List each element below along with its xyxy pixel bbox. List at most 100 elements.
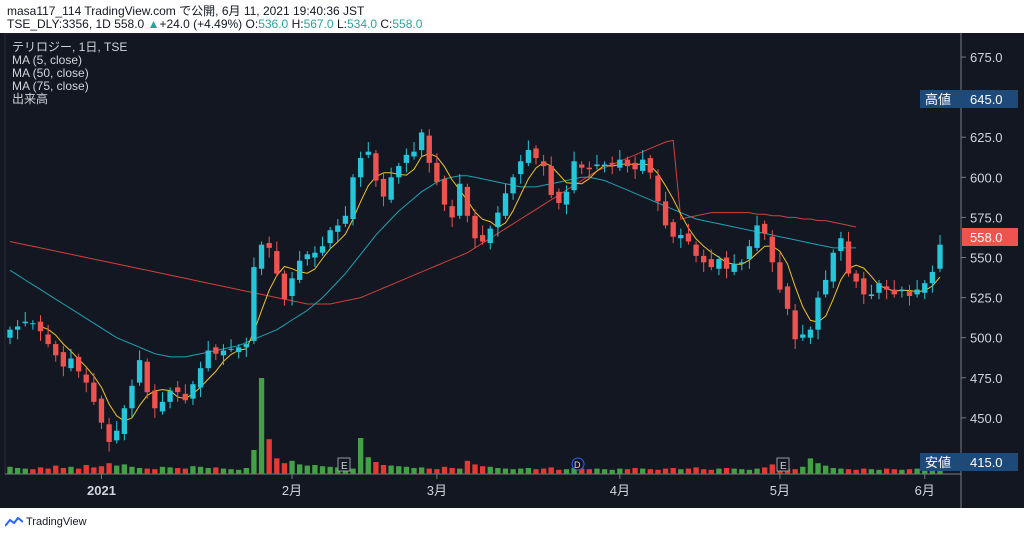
candle-body[interactable] [479,235,486,242]
candle-body[interactable] [213,347,219,354]
candle-body[interactable] [495,212,501,228]
candle-body[interactable] [929,271,936,284]
candle-body[interactable] [297,260,303,280]
candle-body[interactable] [792,310,798,340]
candle-body[interactable] [685,233,692,242]
candle-body[interactable] [251,267,257,341]
candle-body[interactable] [914,289,920,295]
candle-body[interactable] [701,255,707,263]
candle-body[interactable] [335,225,341,232]
candle-body[interactable] [594,164,600,167]
candle-body[interactable] [518,161,524,175]
candle-body[interactable] [716,259,722,269]
candle-body[interactable] [327,230,333,244]
candle-body[interactable] [899,289,905,292]
candle-body[interactable] [510,177,516,194]
candle-body[interactable] [75,356,82,372]
candle-body[interactable] [53,344,59,356]
candle-body[interactable] [906,291,913,296]
candle-body[interactable] [822,279,829,295]
candle-body[interactable] [37,321,44,332]
candle-body[interactable] [319,246,326,253]
candle-body[interactable] [586,167,593,170]
candle-body[interactable] [418,132,425,151]
candle-body[interactable] [129,385,135,409]
candle-body[interactable] [807,329,814,338]
candle-body[interactable] [571,161,577,191]
candle-body[interactable] [502,193,509,216]
candle-body[interactable] [617,159,623,168]
candle-body[interactable] [861,278,867,295]
candle-body[interactable] [83,374,89,383]
candle-body[interactable] [304,254,310,260]
candle-body[interactable] [845,241,852,274]
candle-body[interactable] [190,384,196,399]
candle-body[interactable] [373,153,379,181]
candle-body[interactable] [98,398,105,423]
candles[interactable] [7,129,943,452]
candle-body[interactable] [144,361,150,393]
candle-body[interactable] [891,289,897,295]
candle-body[interactable] [449,206,455,218]
chart-area[interactable]: 425.0450.0475.0500.0525.0550.0575.0600.0… [0,32,1024,508]
candle-body[interactable] [388,177,394,200]
candle-body[interactable] [342,215,349,224]
candle-body[interactable] [274,251,280,274]
candle-body[interactable] [426,135,432,163]
candle-body[interactable] [640,159,646,171]
candle-body[interactable] [472,215,478,239]
candle-body[interactable] [175,387,181,393]
price-chart[interactable]: 425.0450.0475.0500.0525.0550.0575.0600.0… [0,32,1024,508]
candle-body[interactable] [662,201,669,226]
candle-body[interactable] [243,344,249,348]
candle-body[interactable] [670,222,676,237]
candle-body[interactable] [533,148,539,159]
candle-body[interactable] [289,278,295,296]
candle-body[interactable] [525,150,532,163]
candle-body[interactable] [815,297,821,330]
candle-body[interactable] [357,158,364,178]
candle-body[interactable] [540,161,547,167]
candle-body[interactable] [182,393,188,401]
candle-body[interactable] [136,360,143,383]
candle-body[interactable] [762,223,768,234]
candle-body[interactable] [350,177,356,220]
candle-body[interactable] [30,323,36,325]
candle-body[interactable] [739,262,745,264]
candle-body[interactable] [487,228,493,244]
candle-body[interactable] [777,262,783,290]
candle-body[interactable] [380,178,387,197]
candle-body[interactable] [68,358,74,369]
candle-body[interactable] [800,334,806,338]
candle-body[interactable] [556,191,562,203]
candle-body[interactable] [312,252,318,258]
candle-body[interactable] [563,191,570,205]
candle-body[interactable] [464,186,471,216]
candle-body[interactable] [266,243,272,248]
candle-body[interactable] [434,162,440,183]
candle-body[interactable] [548,166,554,195]
candle-body[interactable] [830,252,836,282]
earnings-marker-2[interactable]: E [776,457,790,472]
earnings-marker-1[interactable]: E [337,457,351,472]
candle-body[interactable] [457,183,463,216]
candle-body[interactable] [647,158,653,173]
candle-body[interactable] [868,294,875,296]
candle-body[interactable] [754,225,760,248]
candle-body[interactable] [281,273,288,300]
candle-body[interactable] [152,390,158,409]
candle-body[interactable] [121,408,128,434]
candle-body[interactable] [167,390,173,402]
candle-body[interactable] [197,368,204,388]
candle-body[interactable] [632,162,638,170]
candle-body[interactable] [708,259,714,268]
dividend-marker[interactable]: D [571,457,585,471]
brand-label[interactable]: TradingView [26,516,87,528]
candle-body[interactable] [601,164,608,167]
candle-body[interactable] [45,334,51,345]
candle-body[interactable] [441,178,448,205]
candle-body[interactable] [723,257,730,269]
candle-body[interactable] [60,352,67,367]
candle-body[interactable] [579,164,585,168]
candle-body[interactable] [922,283,928,293]
